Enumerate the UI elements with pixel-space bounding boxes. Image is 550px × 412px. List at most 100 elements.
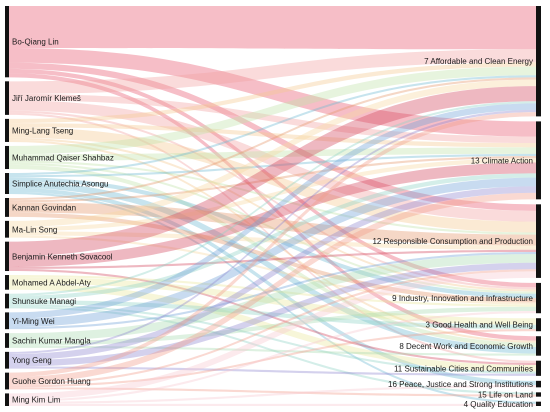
- sankey-link-muhammad-qaiser-shahbaz-to-9-industry-innovation-and-infrastructure: [9, 162, 536, 294]
- nodes-layer: [5, 6, 541, 406]
- target-label-8-decent-work-and-economic-growth: 8 Decent Work and Economic Growth: [399, 342, 533, 351]
- source-label-kannan-govindan: Kannan Govindan: [12, 203, 76, 212]
- target-label-4-quality-education: 4 Quality Education: [464, 400, 533, 409]
- sankey-link-simplice-anutechia-asongu-to-16-peace-justice-and-strong-institutions: [9, 187, 536, 386]
- sankey-link-shunsuke-managi-to-7-affordable-and-clean-energy: [9, 101, 536, 296]
- sankey-link-guohe-gordon-huang-to-13-climate-action: [9, 192, 536, 384]
- sankey-link-guohe-gordon-huang-to-12-responsible-consumption-and-production: [9, 269, 536, 386]
- sankey-link-ma-lin-song-to-12-responsible-consumption-and-production: [9, 231, 536, 250]
- source-label-simplice-anutechia-asongu: Simplice Anutechia Asongu: [12, 180, 109, 189]
- source-label-sachin-kumar-mangla: Sachin Kumar Mangla: [12, 337, 91, 346]
- sankey-link-yi-ming-wei-to-12-responsible-consumption-and-production: [9, 251, 536, 330]
- sankey-link-sachin-kumar-mangla-to-8-decent-work-and-economic-growth: [9, 345, 536, 356]
- sankey-link-benjamin-kenneth-sovacool-to-7-affordable-and-clean-energy: [9, 86, 536, 257]
- sankey-link-bo-qiang-lin-to-8-decent-work-and-economic-growth: [9, 73, 536, 341]
- sankey-link-shunsuke-managi-to-15-life-on-land: [9, 306, 536, 395]
- sankey-link-ji-jarom-r-kleme-to-11-sustainable-cities-and-communities: [9, 112, 536, 363]
- target-node-11-sustainable-cities-and-communities: [536, 360, 541, 376]
- links-layer: [9, 6, 536, 406]
- sankey-link-ming-lang-tseng-to-7-affordable-and-clean-energy: [9, 62, 536, 124]
- sankey-link-kannan-govindan-to-12-responsible-consumption-and-production: [9, 202, 536, 246]
- source-node-benjamin-kenneth-sovacool: [5, 241, 9, 272]
- source-node-muhammad-qaiser-shahbaz: [5, 145, 9, 170]
- sankey-link-simplice-anutechia-asongu-to-9-industry-innovation-and-infrastructure: [9, 177, 536, 299]
- sankey-link-ming-kim-lim-to-4-quality-education: [9, 403, 536, 406]
- sankey-link-muhammad-qaiser-shahbaz-to-7-affordable-and-clean-energy: [9, 66, 536, 155]
- source-node-ming-kim-lim: [5, 393, 9, 406]
- sankey-link-simplice-anutechia-asongu-to-13-climate-action: [9, 153, 536, 178]
- source-node-guohe-gordon-huang: [5, 372, 9, 390]
- target-label-16-peace-justice-and-strong-institutions: 16 Peace, Justice and Strong Institution…: [388, 380, 533, 389]
- source-label-ming-lang-tseng: Ming-Lang Tseng: [12, 126, 73, 135]
- sankey-link-ma-lin-song-to-7-affordable-and-clean-energy: [9, 79, 536, 228]
- source-label-bo-qiang-lin: Bo-Qiang Lin: [12, 38, 59, 47]
- sankey-link-yong-geng-to-11-sustainable-cities-and-communities: [9, 366, 536, 376]
- sankey-link-ming-kim-lim-to-16-peace-justice-and-strong-institutions: [9, 385, 536, 404]
- source-label-yi-ming-wei: Yi-Ming Wei: [12, 317, 55, 326]
- target-label-3-good-health-and-well-being: 3 Good Health and Well Being: [426, 321, 533, 330]
- source-label-ji-jarom-r-kleme: Jiří Jaromír Klemeš: [12, 94, 81, 103]
- source-label-yong-geng: Yong Geng: [12, 356, 52, 365]
- sankey-link-shunsuke-managi-to-13-climate-action: [9, 173, 536, 300]
- target-node-15-life-on-land: [536, 392, 541, 397]
- sankey-link-ji-jarom-r-kleme-to-12-responsible-consumption-and-production: [9, 100, 536, 222]
- sankey-link-bo-qiang-lin-to-12-responsible-consumption-and-production: [9, 62, 536, 211]
- sankey-link-ma-lin-song-to-9-industry-innovation-and-infrastructure: [9, 235, 536, 305]
- source-node-bo-qiang-lin: [5, 6, 9, 78]
- target-node-13-climate-action: [536, 121, 541, 200]
- target-label-9-industry-innovation-and-infrastructure: 9 Industry, Innovation and Infrastructur…: [392, 294, 533, 303]
- source-label-mohamed-a-abdel-aty: Mohamed A Abdel-Aty: [12, 278, 91, 287]
- sankey-link-ji-jarom-r-kleme-to-7-affordable-and-clean-energy: [9, 49, 536, 94]
- source-node-shunsuke-managi: [5, 293, 9, 309]
- sankey-link-ming-kim-lim-to-9-industry-innovation-and-infrastructure: [9, 311, 536, 402]
- sankey-link-kannan-govindan-to-7-affordable-and-clean-energy: [9, 77, 536, 201]
- sankey-link-guohe-gordon-huang-to-7-affordable-and-clean-energy: [9, 112, 536, 377]
- sankey-link-bo-qiang-lin-to-7-affordable-and-clean-energy: [9, 6, 536, 50]
- sankey-link-bo-qiang-lin-to-13-climate-action: [9, 47, 536, 137]
- source-label-guohe-gordon-huang: Guohe Gordon Huang: [12, 377, 91, 386]
- sankey-link-yi-ming-wei-to-13-climate-action: [9, 177, 536, 328]
- source-node-mohamed-a-abdel-aty: [5, 275, 9, 290]
- sankey-link-benjamin-kenneth-sovacool-to-11-sustainable-cities-and-communities: [9, 268, 536, 366]
- source-node-simplice-anutechia-asongu: [5, 173, 9, 194]
- sankey-link-guohe-gordon-huang-to-15-life-on-land: [9, 387, 536, 397]
- sankey-link-benjamin-kenneth-sovacool-to-12-responsible-consumption-and-production: [9, 249, 536, 269]
- sankey-link-shunsuke-managi-to-3-good-health-and-well-being: [9, 300, 536, 330]
- target-node-7-affordable-and-clean-energy: [536, 6, 541, 117]
- target-label-12-responsible-consumption-and-production: 12 Responsible Consumption and Productio…: [372, 237, 533, 246]
- sankey-link-ming-lang-tseng-to-9-industry-innovation-and-infrastructure: [9, 137, 536, 292]
- source-node-kannan-govindan: [5, 198, 9, 217]
- target-node-12-responsible-consumption-and-production: [536, 204, 541, 278]
- target-label-11-sustainable-cities-and-communities: 11 Sustainable Cities and Communities: [394, 364, 533, 373]
- sankey-link-sachin-kumar-mangla-to-12-responsible-consumption-and-production: [9, 254, 536, 342]
- sankey-link-simplice-anutechia-asongu-to-8-decent-work-and-economic-growth: [9, 181, 536, 354]
- source-label-ma-lin-song: Ma-Lin Song: [12, 225, 57, 234]
- sankey-link-ming-lang-tseng-to-12-responsible-consumption-and-production: [9, 127, 536, 233]
- source-label-muhammad-qaiser-shahbaz: Muhammad Qaiser Shahbaz: [12, 153, 114, 162]
- labels-layer: Bo-Qiang Lin Jiří Jaromír Klemeš Ming-Lang…: [12, 38, 534, 409]
- sankey-link-kannan-govindan-to-9-industry-innovation-and-infrastructure: [9, 212, 536, 303]
- sankey-link-ming-lang-tseng-to-13-climate-action: [9, 123, 536, 148]
- sankey-link-ming-lang-tseng-to-8-decent-work-and-economic-growth: [9, 139, 536, 343]
- source-label-shunsuke-managi: Shunsuke Managi: [12, 297, 76, 306]
- target-label-13-climate-action: 13 Climate Action: [471, 156, 533, 165]
- target-node-4-quality-education: [536, 401, 541, 406]
- source-label-ming-kim-lim: Ming Kim Lim: [12, 396, 61, 405]
- source-node-ming-lang-tseng: [5, 118, 9, 142]
- sankey-link-ji-jarom-r-kleme-to-9-industry-innovation-and-infrastructure: [9, 110, 536, 290]
- source-node-yong-geng: [5, 351, 9, 369]
- sankey-link-muhammad-qaiser-shahbaz-to-12-responsible-consumption-and-production: [9, 160, 536, 235]
- sankey-link-bo-qiang-lin-to-9-industry-innovation-and-infrastructure: [9, 68, 536, 288]
- sankey-link-mohamed-a-abdel-aty-to-11-sustainable-cities-and-communities: [9, 283, 536, 372]
- sankey-link-mohamed-a-abdel-aty-to-3-good-health-and-well-being: [9, 277, 536, 325]
- sankey-link-yong-geng-to-7-affordable-and-clean-energy: [9, 109, 536, 354]
- source-label-benjamin-kenneth-sovacool: Benjamin Kenneth Sovacool: [12, 252, 113, 261]
- sankey-link-yi-ming-wei-to-7-affordable-and-clean-energy: [9, 103, 536, 319]
- source-node-yi-ming-wei: [5, 312, 9, 330]
- sankey-link-benjamin-kenneth-sovacool-to-13-climate-action: [9, 162, 536, 267]
- source-node-sachin-kumar-mangla: [5, 333, 9, 348]
- sankey-link-ma-lin-song-to-13-climate-action: [9, 158, 536, 232]
- sankey-link-simplice-anutechia-asongu-to-7-affordable-and-clean-energy: [9, 75, 536, 176]
- target-node-3-good-health-and-well-being: [536, 318, 541, 332]
